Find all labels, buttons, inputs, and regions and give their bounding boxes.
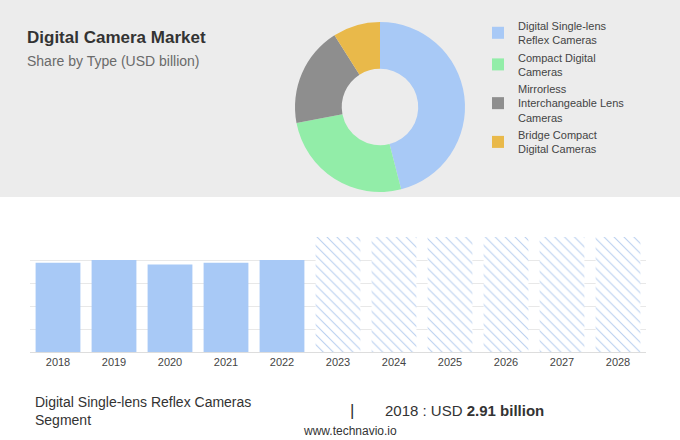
svg-text:2020: 2020: [158, 356, 182, 368]
svg-text:2018 : USD 2.91 billion: 2018 : USD 2.91 billion: [385, 402, 544, 419]
svg-text:Digital Single-lens Reflex Cam: Digital Single-lens Reflex CamerasSegmen…: [35, 394, 251, 428]
svg-text:MirrorlessInterchangeable Lens: MirrorlessInterchangeable LensCameras: [518, 83, 624, 124]
svg-text:2024: 2024: [382, 356, 406, 368]
svg-text:2028: 2028: [606, 356, 630, 368]
svg-text:Share by Type (USD billion): Share by Type (USD billion): [27, 53, 199, 69]
svg-text:2018: 2018: [46, 356, 70, 368]
svg-text:2022: 2022: [270, 356, 294, 368]
svg-text:|: |: [350, 401, 354, 420]
svg-text:2019: 2019: [102, 356, 126, 368]
svg-text:Digital Single-lensReflex Came: Digital Single-lensReflex Cameras: [518, 20, 607, 46]
svg-text:2025: 2025: [438, 356, 462, 368]
svg-text:2021: 2021: [214, 356, 238, 368]
svg-text:2027: 2027: [550, 356, 574, 368]
svg-text:2023: 2023: [326, 356, 350, 368]
svg-text:Digital Camera Market: Digital Camera Market: [27, 28, 206, 47]
svg-text:Compact DigitalCameras: Compact DigitalCameras: [518, 52, 596, 78]
svg-text:2026: 2026: [494, 356, 518, 368]
svg-text:www.technavio.io: www.technavio.io: [303, 424, 397, 438]
svg-text:Bridge CompactDigital Cameras: Bridge CompactDigital Cameras: [518, 129, 597, 155]
